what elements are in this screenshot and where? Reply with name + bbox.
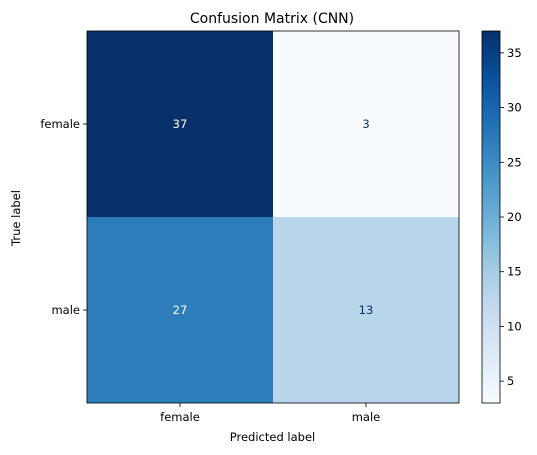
colorbar-tick-label: 15: [507, 265, 522, 279]
matrix-cell: [87, 31, 273, 217]
colorbar-tick-label: 10: [507, 319, 522, 333]
x-axis-ticks: female male: [160, 403, 380, 424]
colorbar-tick-label: 30: [507, 101, 522, 115]
colorbar-tick-label: 20: [507, 210, 522, 224]
y-axis-label: True label: [9, 190, 23, 247]
colorbar-tick-label: 25: [507, 155, 522, 169]
plot-frame: [86, 30, 460, 404]
chart-title: Confusion Matrix (CNN): [190, 11, 354, 27]
x-tick-label: male: [352, 410, 381, 424]
colorbar-tick-label: 35: [507, 46, 522, 60]
cell-value-label: 13: [359, 303, 374, 317]
x-axis-label: Predicted label: [230, 430, 315, 444]
matrix-cell: [273, 217, 459, 403]
cell-value-label: 3: [362, 117, 369, 131]
colorbar-fill: [482, 31, 500, 403]
y-tick-label: female: [40, 117, 80, 131]
matrix-cells: 37 3 27 13: [86, 30, 460, 404]
colorbar-tick-label: 5: [507, 374, 514, 388]
matrix-cell: [87, 217, 273, 403]
cell-value-label: 27: [173, 303, 188, 317]
colorbar: 5 10 15 20 25 30 35: [481, 30, 522, 404]
cell-value-label: 37: [173, 117, 188, 131]
matrix-cell: [273, 31, 459, 217]
y-tick-label: male: [51, 303, 80, 317]
x-tick-label: female: [160, 410, 200, 424]
y-axis-ticks: female male: [40, 117, 87, 317]
